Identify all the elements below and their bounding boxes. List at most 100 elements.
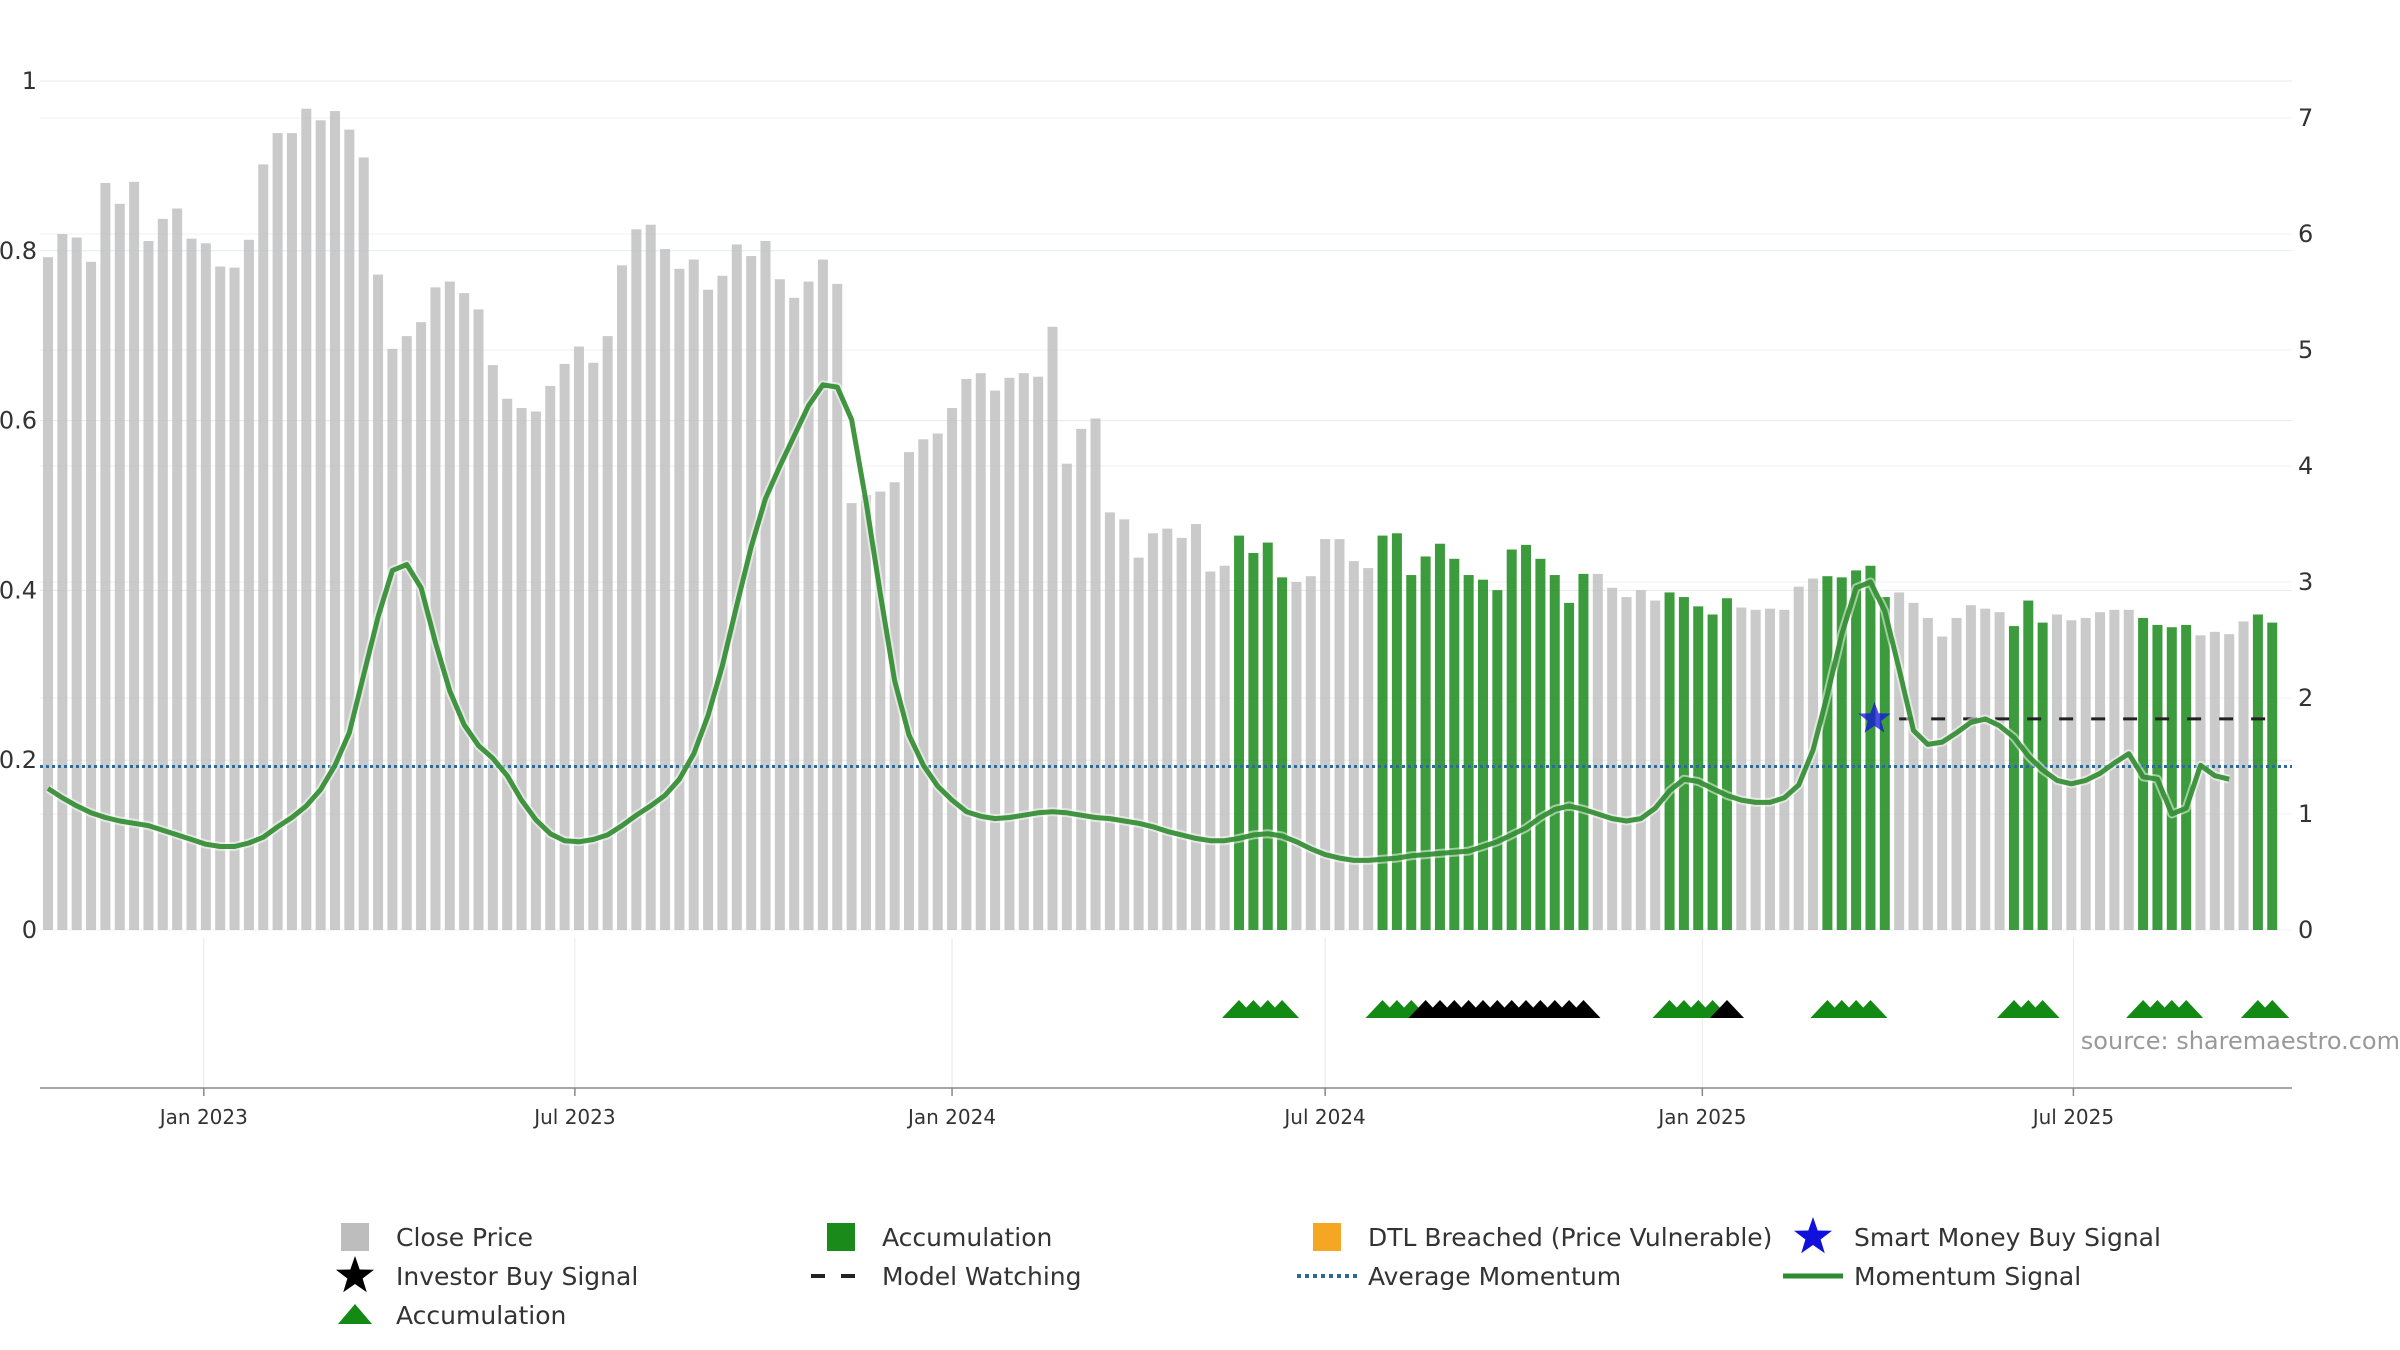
close-price-bar [1937,636,1948,930]
close-price-bar [1363,568,1374,930]
accumulation-bar [2252,614,2263,930]
close-price-bar [932,433,943,930]
close-price-bar [817,259,828,930]
close-price-bar [387,348,398,931]
close-price-bar [760,240,771,930]
close-price-bar [444,281,455,930]
close-price-bar [889,482,900,930]
x-axis-tick-label: Jan 2023 [158,1105,248,1129]
close-price-bar [530,411,541,931]
close-price-bar [258,164,269,930]
close-price-bar [215,266,226,931]
close-price-bar [573,346,584,930]
close-price-bar [1635,590,1646,930]
close-price-bar [301,108,312,931]
investor-buy-signal-triangle [1566,1000,1601,1018]
close-price-bar [1750,609,1761,930]
close-price-bar [1922,617,1933,930]
close-price-bar [1076,428,1087,930]
accumulation-bar [1693,606,1704,930]
smart-money-buy-signal-star [1858,701,1891,733]
right-axis-tick-label: 7 [2298,104,2313,132]
close-price-bar [875,491,886,930]
green-triangle-icon [338,1304,372,1324]
close-price-bar [1320,539,1331,930]
right-axis-tick-label: 4 [2298,452,2313,480]
legend-item: Average Momentum [1297,1262,1621,1291]
close-price-bar [904,452,914,930]
close-price-bar [473,309,484,930]
accumulation-bar [1836,577,1847,930]
close-price-bar [487,365,498,931]
accumulation-bar [1535,558,1546,930]
accumulation-bar [2037,622,2048,930]
accumulation-bar [1664,592,1675,930]
triangle-layer [1222,1000,2290,1018]
close-price-bar [1607,587,1618,930]
close-price-bar [1176,537,1187,930]
legend-label: Model Watching [882,1262,1082,1291]
close-price-bar [2052,614,2062,930]
close-price-bar [645,224,656,931]
accumulation-bar [1434,543,1445,930]
close-price-bar [1119,519,1130,930]
accumulation-triangle [1265,1000,1300,1018]
legend: Close Price Accumulation DTL Breached (Pri… [336,1217,2161,1330]
close-price-bar [1965,605,1976,930]
close-price-bar [430,287,441,930]
legend-label: Close Price [396,1223,533,1252]
close-price-bar [401,336,412,931]
accumulation-bar [1262,542,1273,930]
close-price-bar [803,281,814,930]
close-price-bar [416,322,427,930]
left-axis-tick-label: 0.6 [0,407,37,435]
right-axis-tick-label: 5 [2298,336,2313,364]
close-price-bar [1033,376,1044,930]
legend-label: Momentum Signal [1854,1262,2081,1291]
close-price-bar [1980,608,1991,930]
accumulation-bar [1521,544,1532,930]
close-price-bar [746,256,757,930]
close-price-bar [2123,609,2134,930]
close-price-bar [358,157,369,930]
close-price-bar [1894,592,1905,930]
accumulation-triangle [2169,1000,2204,1018]
orange-square-icon [1313,1223,1341,1251]
close-price-bar [1621,597,1632,930]
close-price-bar [114,203,125,931]
close-price-bar [330,111,340,931]
left-axis-tick-label: 0.8 [0,237,37,265]
close-price-bar [602,336,613,931]
accumulation-bar [1506,549,1517,930]
accumulation-bar [1234,535,1245,930]
close-price-bar [1305,576,1316,930]
close-price-bar [1004,377,1015,931]
close-price-bar [86,261,97,931]
close-price-bar [516,408,527,930]
close-price-bar [344,129,355,931]
close-price-bar [1951,617,1962,930]
accumulation-bar [1822,576,1833,930]
close-price-bar [1104,512,1115,930]
legend-item: Momentum Signal [1783,1262,2081,1291]
close-price-bar [2224,634,2235,930]
close-price-bar [545,385,556,931]
close-price-bar [459,293,470,930]
close-price-bar [1592,573,1603,930]
accumulation-bar [1678,597,1689,930]
source-label: source: sharemaestro.com [2081,1027,2400,1055]
accumulation-bar [2008,626,2019,930]
close-price-bar [1994,612,2005,930]
close-price-bar [1133,557,1144,930]
accumulation-bar [1721,598,1732,930]
close-price-bar [588,362,599,930]
legend-item: DTL Breached (Price Vulnerable) [1313,1223,1772,1252]
close-price-bar [660,249,671,930]
close-price-bar [57,234,68,930]
close-price-bar [1047,326,1058,930]
close-price-bar [1793,586,1804,930]
accumulation-bar [1449,558,1460,930]
close-price-bar [2195,635,2206,930]
close-price-bar [789,297,800,930]
accumulation-bar [1277,577,1288,930]
